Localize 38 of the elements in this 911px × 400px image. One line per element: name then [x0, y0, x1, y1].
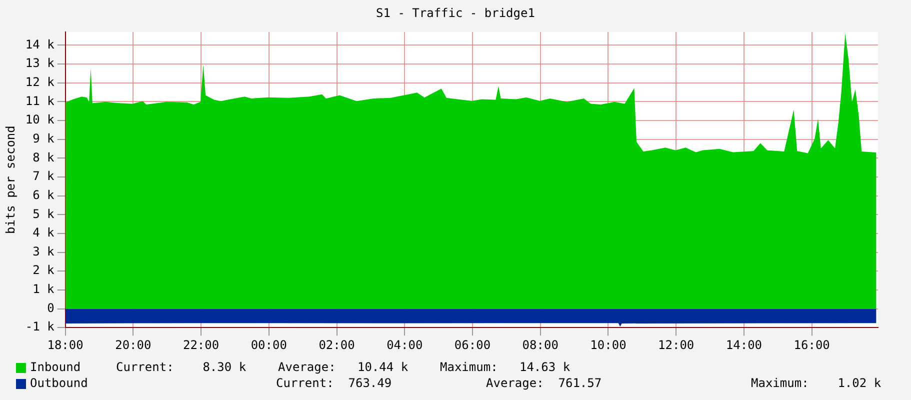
x-tick-label: 02:00 [318, 338, 355, 352]
x-tick-label: 20:00 [115, 338, 152, 352]
x-tick-label: 06:00 [454, 338, 491, 352]
text: Maximum: 1.02 k [751, 376, 882, 390]
x-tick-label: 12:00 [658, 338, 694, 352]
y-tick-label: 10 k [25, 112, 56, 127]
x-tick-label: 16:00 [794, 338, 830, 352]
x-tick-label: 14:00 [726, 338, 762, 352]
x-tick-label: 04:00 [386, 338, 423, 352]
text: Current: 8.30 k [116, 360, 246, 374]
y-tick-label: 9 k [32, 131, 56, 146]
y-tick-label: 2 k [32, 263, 56, 278]
x-tick-label: 10:00 [590, 338, 626, 352]
text: Current: 763.49 [276, 376, 392, 390]
y-tick-label: 3 k [32, 244, 56, 258]
y-tick-label: 11 k [25, 94, 56, 108]
text: Maximum: 14.63 k [440, 360, 570, 374]
y-tick-label: 5 k [32, 206, 56, 221]
y-tick-label: 13 k [25, 56, 56, 70]
chart-title: S1 - Traffic - bridge1 [375, 6, 536, 20]
x-tick-label: 00:00 [250, 338, 287, 352]
text: Average: 10.44 k [278, 360, 408, 374]
y-tick-label: 7 k [32, 169, 56, 184]
y-tick-label: 8 k [32, 150, 56, 164]
y-tick-label: -1 k [25, 320, 56, 334]
y-tick-label: 4 k [32, 226, 56, 240]
legend-label: Inbound [30, 360, 81, 374]
y-tick-label: 14 k [25, 37, 56, 52]
x-tick-label: 08:00 [522, 338, 558, 352]
text: Average: 761.57 [486, 376, 602, 390]
x-tick-label: 22:00 [182, 338, 220, 352]
legend-label: Outbound [30, 376, 88, 390]
x-tick-label: 18:00 [47, 338, 84, 352]
y-tick-label: 12 k [25, 74, 56, 89]
y-axis-title: bits per second [3, 126, 18, 234]
y-tick-label: 1 k [32, 282, 56, 296]
y-tick-label: 6 k [32, 188, 56, 202]
y-tick-label: 0 [47, 300, 54, 315]
